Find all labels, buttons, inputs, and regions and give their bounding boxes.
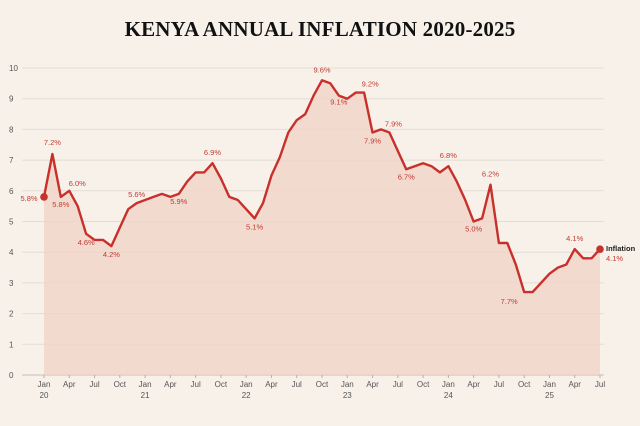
- data-label-35: 9.1%: [330, 98, 347, 107]
- data-label-57: 7.7%: [501, 297, 518, 306]
- x-tick-month-21: Oct: [215, 380, 228, 389]
- data-label-53: 6.2%: [482, 170, 499, 179]
- data-label-8: 4.2%: [103, 250, 120, 259]
- data-label-63: 4.1%: [566, 234, 583, 243]
- x-tick-month-12: Jan: [139, 380, 152, 389]
- chart-title: KENYA ANNUAL INFLATION 2020-2025: [125, 17, 516, 41]
- y-tick-label-1: 1: [9, 340, 14, 349]
- y-tick-label-3: 3: [9, 279, 14, 288]
- data-label-33: 9.6%: [313, 65, 330, 74]
- data-label-43: 6.7%: [398, 172, 415, 181]
- y-tick-label-6: 6: [9, 187, 14, 196]
- y-tick-label-0: 0: [9, 371, 14, 380]
- y-tick-label-4: 4: [9, 248, 14, 257]
- y-tick-label-2: 2: [9, 310, 14, 319]
- data-label-38: 9.2%: [362, 80, 379, 89]
- data-label-3: 6.0%: [69, 179, 86, 188]
- x-tick-month-6: Jul: [89, 380, 99, 389]
- legend-series-name: Inflation: [606, 244, 636, 253]
- x-tick-month-48: Jan: [442, 380, 455, 389]
- x-tick-month-3: Apr: [63, 380, 76, 389]
- x-tick-month-60: Jan: [543, 380, 556, 389]
- data-label-5: 4.6%: [78, 238, 95, 247]
- x-tick-month-42: Jul: [393, 380, 403, 389]
- x-tick-month-33: Oct: [316, 380, 329, 389]
- x-tick-month-9: Oct: [114, 380, 127, 389]
- y-axis-ticks: 0 1 2 3 4 5 6 7 8 9 10: [9, 64, 18, 380]
- inflation-line: [42, 79, 601, 294]
- x-tick-year-22: 22: [242, 391, 251, 400]
- data-labels: 5.8% 7.2% 5.8% 6.0% 4.6% 4.2% 5.6% 5.9% 6.9% 5.1%…: [20, 65, 583, 306]
- x-tick-month-30: Jul: [292, 380, 302, 389]
- x-tick-month-57: Oct: [518, 380, 531, 389]
- x-tick-month-66: Jul: [595, 380, 605, 389]
- data-label-1: 7.2%: [44, 138, 61, 147]
- y-tick-label-10: 10: [9, 64, 18, 73]
- x-tick-month-18: Jul: [191, 380, 201, 389]
- y-tick-label-5: 5: [9, 218, 14, 227]
- x-tick-year-20: 20: [40, 391, 49, 400]
- start-point-marker: [40, 193, 48, 201]
- x-tick-month-39: Apr: [366, 380, 379, 389]
- data-label-16: 5.9%: [170, 197, 187, 206]
- x-tick-month-15: Apr: [164, 380, 177, 389]
- x-tick-year-23: 23: [343, 391, 352, 400]
- data-label-20: 6.9%: [204, 148, 221, 157]
- data-label-0: 5.8%: [20, 194, 37, 203]
- x-tick-month-63: Apr: [569, 380, 582, 389]
- x-tick-year-21: 21: [141, 391, 150, 400]
- end-markers: [40, 193, 604, 253]
- x-tick-month-0: Jan: [38, 380, 51, 389]
- x-tick-month-45: Oct: [417, 380, 430, 389]
- legend-last-value: 4.1%: [606, 254, 623, 263]
- data-label-41: 7.9%: [385, 119, 402, 128]
- x-tick-month-24: Jan: [240, 380, 253, 389]
- inflation-area: [44, 80, 600, 376]
- data-label-39: 7.9%: [364, 136, 381, 145]
- end-point-marker: [596, 245, 604, 253]
- x-tick-month-27: Apr: [265, 380, 278, 389]
- x-tick-month-51: Apr: [467, 380, 480, 389]
- data-label-25: 5.1%: [246, 222, 263, 231]
- data-label-2: 5.8%: [52, 200, 69, 209]
- y-tick-label-8: 8: [9, 125, 14, 134]
- x-tick-year-25: 25: [545, 391, 554, 400]
- y-tick-label-7: 7: [9, 156, 14, 165]
- x-tick-month-36: Jan: [341, 380, 354, 389]
- y-tick-label-9: 9: [9, 95, 14, 104]
- x-axis-ticks: Jan 20 Apr Jul Oct Jan 21 Apr Jul Oct Jan 22 Apr Jul O…: [38, 375, 605, 400]
- x-tick-year-24: 24: [444, 391, 453, 400]
- data-label-11: 5.6%: [128, 190, 145, 199]
- x-tick-month-54: Jul: [494, 380, 504, 389]
- data-label-51: 5.0%: [465, 225, 482, 234]
- data-label-48: 6.8%: [440, 151, 457, 160]
